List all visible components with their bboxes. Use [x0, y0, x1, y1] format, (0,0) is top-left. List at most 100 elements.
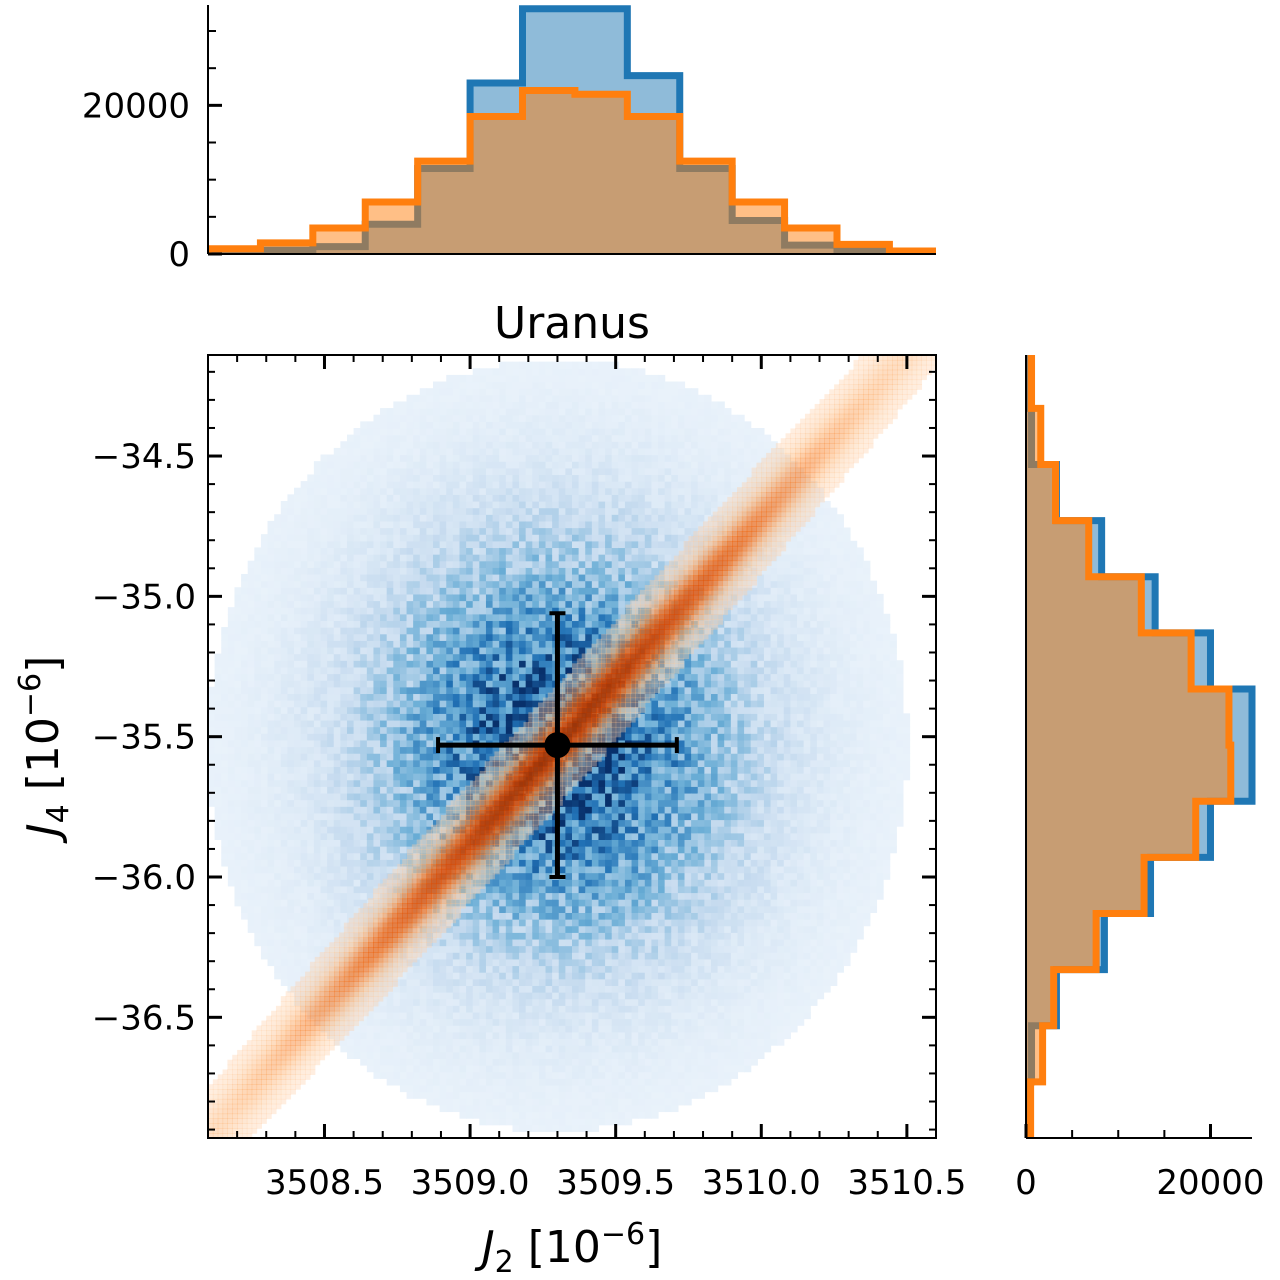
heatmap-cell-blue — [373, 494, 381, 502]
heatmap-cell-blue — [287, 660, 295, 668]
heatmap-cell-blue — [472, 899, 480, 907]
heatmap-cell-blue — [340, 454, 348, 462]
heatmap-cell-blue — [386, 859, 394, 867]
heatmap-cell-blue — [499, 1091, 507, 1099]
heatmap-cell-blue — [485, 1091, 494, 1099]
heatmap-cell-blue — [287, 792, 295, 801]
heatmap-cell-blue — [545, 600, 553, 608]
heatmap-cell-blue — [525, 1038, 533, 1046]
heatmap-cell-blue — [426, 607, 434, 615]
heatmap-cell-blue — [399, 580, 408, 588]
heatmap-cell-blue — [439, 620, 447, 628]
heatmap-cell-blue — [327, 547, 335, 555]
heatmap-cell-blue — [439, 554, 447, 562]
heatmap-cell-blue — [274, 520, 282, 529]
heatmap-cell-blue — [393, 958, 401, 967]
heatmap-cell-blue — [221, 653, 229, 661]
heatmap-cell-blue — [227, 733, 236, 741]
heatmap-cell-blue — [426, 640, 434, 648]
heatmap-cell-blue — [287, 846, 295, 854]
heatmap-cell-blue — [499, 1018, 507, 1026]
heatmap-cell-blue — [353, 693, 361, 701]
heatmap-cell-blue — [399, 653, 408, 661]
heatmap-cell-blue — [294, 673, 302, 681]
heatmap-cell-blue — [552, 394, 560, 403]
heatmap-cell-blue — [366, 706, 375, 714]
heatmap-cell-blue — [459, 693, 467, 701]
heatmap-cell-blue — [446, 819, 454, 827]
heatmap-cell-blue — [492, 766, 500, 774]
heatmap-cell-blue — [505, 686, 514, 695]
heatmap-cell-blue — [466, 573, 474, 582]
heatmap-cell-blue — [333, 753, 341, 761]
heatmap-cell-blue — [466, 653, 474, 661]
heatmap-cell-blue — [452, 958, 461, 967]
heatmap-cell-blue — [485, 938, 494, 947]
heatmap-cell-blue — [419, 467, 427, 476]
heatmap-cell-blue — [519, 454, 527, 462]
heatmap-cell-blue — [472, 879, 480, 887]
heatmap-cell-blue — [545, 554, 553, 562]
heatmap-cell-blue — [532, 1071, 540, 1079]
heatmap-cell-blue — [241, 653, 249, 661]
heatmap-cell-blue — [466, 759, 474, 768]
heatmap-cell-blue — [426, 726, 434, 734]
heatmap-cell-blue — [512, 361, 520, 369]
heatmap-cell-blue — [399, 1051, 408, 1059]
heatmap-cell-blue — [552, 554, 560, 562]
heatmap-cell-blue — [439, 786, 447, 794]
heatmap-cell-blue — [393, 534, 401, 542]
heatmap-cell-blue — [327, 527, 335, 535]
heatmap-cell-blue — [313, 919, 322, 927]
heatmap-cell-blue — [485, 766, 494, 774]
heatmap-cell-blue — [300, 527, 308, 535]
heatmap-cell-blue — [287, 607, 295, 615]
heatmap-cell-blue — [413, 958, 421, 967]
heatmap-cell-blue — [519, 554, 527, 562]
heatmap-cell-blue — [525, 945, 533, 953]
heatmap-cell-blue — [307, 806, 315, 814]
heatmap-cell-blue — [247, 865, 255, 874]
heatmap-cell-blue — [505, 1018, 514, 1026]
heatmap-cell-blue — [346, 627, 355, 635]
heatmap-cell-blue — [373, 454, 381, 462]
heatmap-cell-blue — [313, 938, 322, 947]
heatmap-cell-blue — [525, 401, 533, 409]
heatmap-cell-blue — [346, 467, 355, 476]
heatmap-cell-blue — [505, 600, 514, 608]
heatmap-cell-blue — [446, 481, 454, 489]
heatmap-cell-blue — [294, 919, 302, 927]
heatmap-cell-blue — [545, 441, 553, 449]
heatmap-cell-blue — [499, 653, 507, 661]
heatmap-cell-blue — [426, 1025, 434, 1033]
heatmap-cell-blue — [406, 474, 414, 482]
heatmap-cell-blue — [545, 527, 553, 535]
heatmap-cell-blue — [532, 912, 540, 920]
heatmap-cell-blue — [234, 713, 242, 721]
heatmap-cell-blue — [452, 925, 461, 933]
heatmap-cell-blue — [267, 905, 275, 913]
heatmap-cell-blue — [485, 1031, 494, 1040]
heatmap-cell-blue — [399, 1045, 408, 1053]
heatmap-cell-blue — [274, 859, 282, 867]
heatmap-cell-blue — [386, 587, 394, 595]
heatmap-cell-blue — [274, 852, 282, 860]
heatmap-cell-blue — [519, 427, 527, 436]
heatmap-cell-blue — [459, 414, 467, 422]
heatmap-cell-blue — [492, 1078, 500, 1086]
heatmap-cell-blue — [380, 600, 388, 608]
heatmap-cell-blue — [313, 879, 322, 887]
heatmap-cell-blue — [472, 1084, 480, 1093]
heatmap-cell-blue — [413, 753, 421, 761]
heatmap-cell-blue — [479, 1065, 487, 1073]
heatmap-cell-blue — [485, 879, 494, 887]
heatmap-cell-blue — [320, 938, 328, 947]
heatmap-cell-blue — [433, 706, 441, 714]
heatmap-cell-blue — [558, 361, 566, 369]
heatmap-cell-blue — [433, 527, 441, 535]
heatmap-cell-blue — [439, 1018, 447, 1026]
heatmap-cell-blue — [512, 1111, 520, 1119]
heatmap-cell-blue — [340, 520, 348, 529]
heatmap-cell-blue — [221, 766, 229, 774]
heatmap-cell-blue — [333, 481, 341, 489]
